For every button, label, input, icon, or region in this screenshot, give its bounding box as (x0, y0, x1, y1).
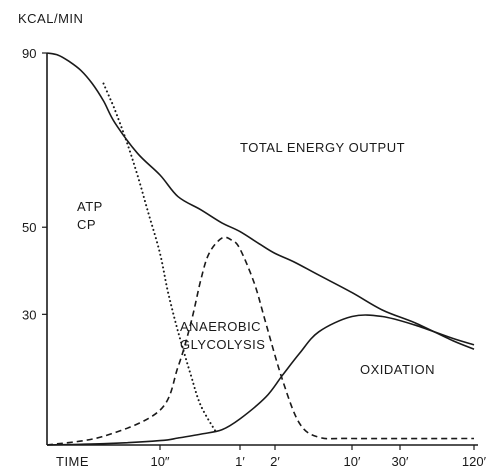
annotation-total: TOTAL ENERGY OUTPUT (240, 140, 405, 155)
y-tick-label: 90 (22, 46, 36, 61)
annotation-glyco: ANAEROBIC (180, 319, 261, 334)
x-tick-label: 10′ (344, 454, 361, 469)
y-axis-title: KCAL/MIN (18, 11, 83, 26)
annotation-oxid: OXIDATION (360, 362, 435, 377)
annotation-glyco: GLYCOLYSIS (180, 337, 265, 352)
curve-total-energy-output (46, 52, 475, 350)
curve-anaerobic-glycolysis (46, 236, 475, 446)
annotation-atp: CP (77, 217, 96, 232)
annotation-atp: ATP (77, 199, 103, 214)
axes (46, 53, 478, 446)
curve-oxidation (46, 314, 475, 446)
labels: KCAL/MIN TIME TOTAL ENERGY OUTPUT ATP CP AN… (18, 11, 435, 469)
x-tick-label: 120′ (462, 454, 487, 469)
x-tick-label: 10″ (150, 454, 169, 469)
curve-atp-cp (102, 82, 217, 433)
x-axis-title: TIME (56, 454, 89, 469)
y-tick-label: 50 (22, 220, 36, 235)
x-tick-label: 1′ (235, 454, 245, 469)
y-tick-label: 30 (22, 307, 36, 322)
x-tick-label: 30′ (392, 454, 409, 469)
ticks: 90 50 30 10″ 1′ 2′ 10′ 30′ 120′ (22, 46, 487, 469)
x-tick-label: 2′ (270, 454, 280, 469)
curves (46, 52, 475, 446)
